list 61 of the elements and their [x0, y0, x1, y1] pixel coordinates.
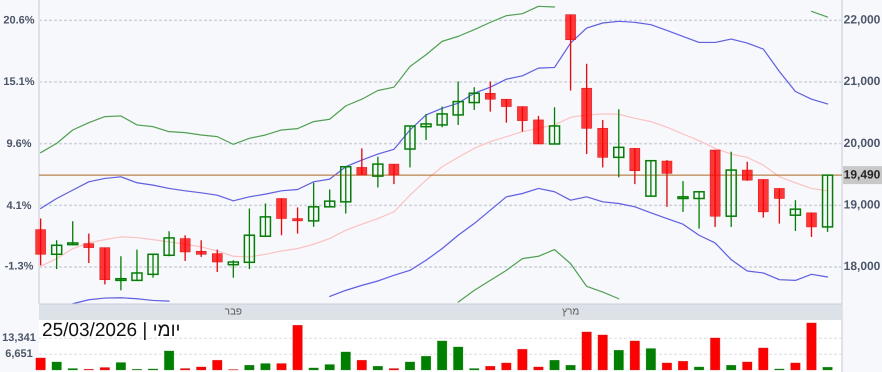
candlestick: [115, 256, 127, 292]
candlestick: [774, 188, 785, 224]
y2-tick-label: 4.1%: [6, 200, 32, 212]
candlestick: [84, 232, 94, 264]
candlestick: [693, 191, 705, 230]
candlestick: [212, 248, 223, 273]
candlestick: [308, 182, 320, 228]
line-series: [40, 20, 828, 210]
candlestick: [50, 240, 62, 270]
candlestick: [196, 240, 206, 258]
candlestick: [452, 80, 464, 126]
candlestick: [276, 198, 287, 236]
y-tick-label: 13,341: [2, 332, 36, 344]
candlestick: [180, 234, 190, 262]
candlestick: [677, 180, 689, 213]
y-tick-label: 22,000: [844, 12, 881, 27]
text: יומי | 25/03/2026: [42, 320, 180, 341]
candlestick: [630, 148, 640, 185]
candlestick: [420, 113, 432, 141]
candlestick: [501, 98, 512, 124]
y2-tick-label: 15.1%: [3, 76, 35, 88]
y-tick-label: 18,000: [844, 259, 881, 274]
y2-tick-label: -1.3%: [4, 260, 34, 273]
candlestick: [356, 148, 368, 176]
y-tick-label: 19,000: [844, 198, 881, 212]
candlestick: [485, 80, 496, 112]
candlestick: [131, 248, 143, 282]
candlestick: [548, 106, 560, 145]
y-tick-label: 20,000: [844, 136, 881, 150]
candlestick: [228, 260, 240, 278]
x-tick-label: פבר: [224, 306, 242, 318]
line-series: [458, 249, 620, 303]
candlestick: [372, 156, 384, 188]
line-series: [40, 113, 828, 267]
candlestick: [468, 86, 480, 111]
candlestick: [662, 159, 672, 208]
candlestick: [725, 151, 737, 228]
x-tick-label: מרץ: [562, 306, 580, 318]
candlestick: [436, 106, 448, 128]
candlestick: [790, 200, 802, 232]
y-tick-label: 21,000: [844, 74, 881, 88]
candlestick: [66, 220, 78, 246]
candlestick: [292, 206, 303, 234]
candlestick: [645, 160, 657, 197]
candlestick: [147, 252, 159, 278]
y2-tick-label: 20.6%: [3, 14, 35, 26]
y-tick-label: 6,651: [5, 348, 33, 360]
candlestick: [388, 163, 400, 185]
candlestick: [244, 208, 256, 270]
candlestick: [613, 108, 625, 178]
y2-tick-label: 9.6%: [6, 138, 32, 150]
candlestick: [324, 188, 336, 208]
ref-line-label: 19,490: [844, 167, 881, 182]
candlestick: [163, 230, 175, 257]
candlestick: [404, 125, 416, 168]
candlestick: [340, 166, 352, 214]
candlestick: [742, 161, 752, 182]
candlestick: [517, 106, 528, 132]
candlestick: [260, 202, 272, 238]
candlestick: [822, 174, 834, 233]
candlestick: [806, 212, 817, 238]
